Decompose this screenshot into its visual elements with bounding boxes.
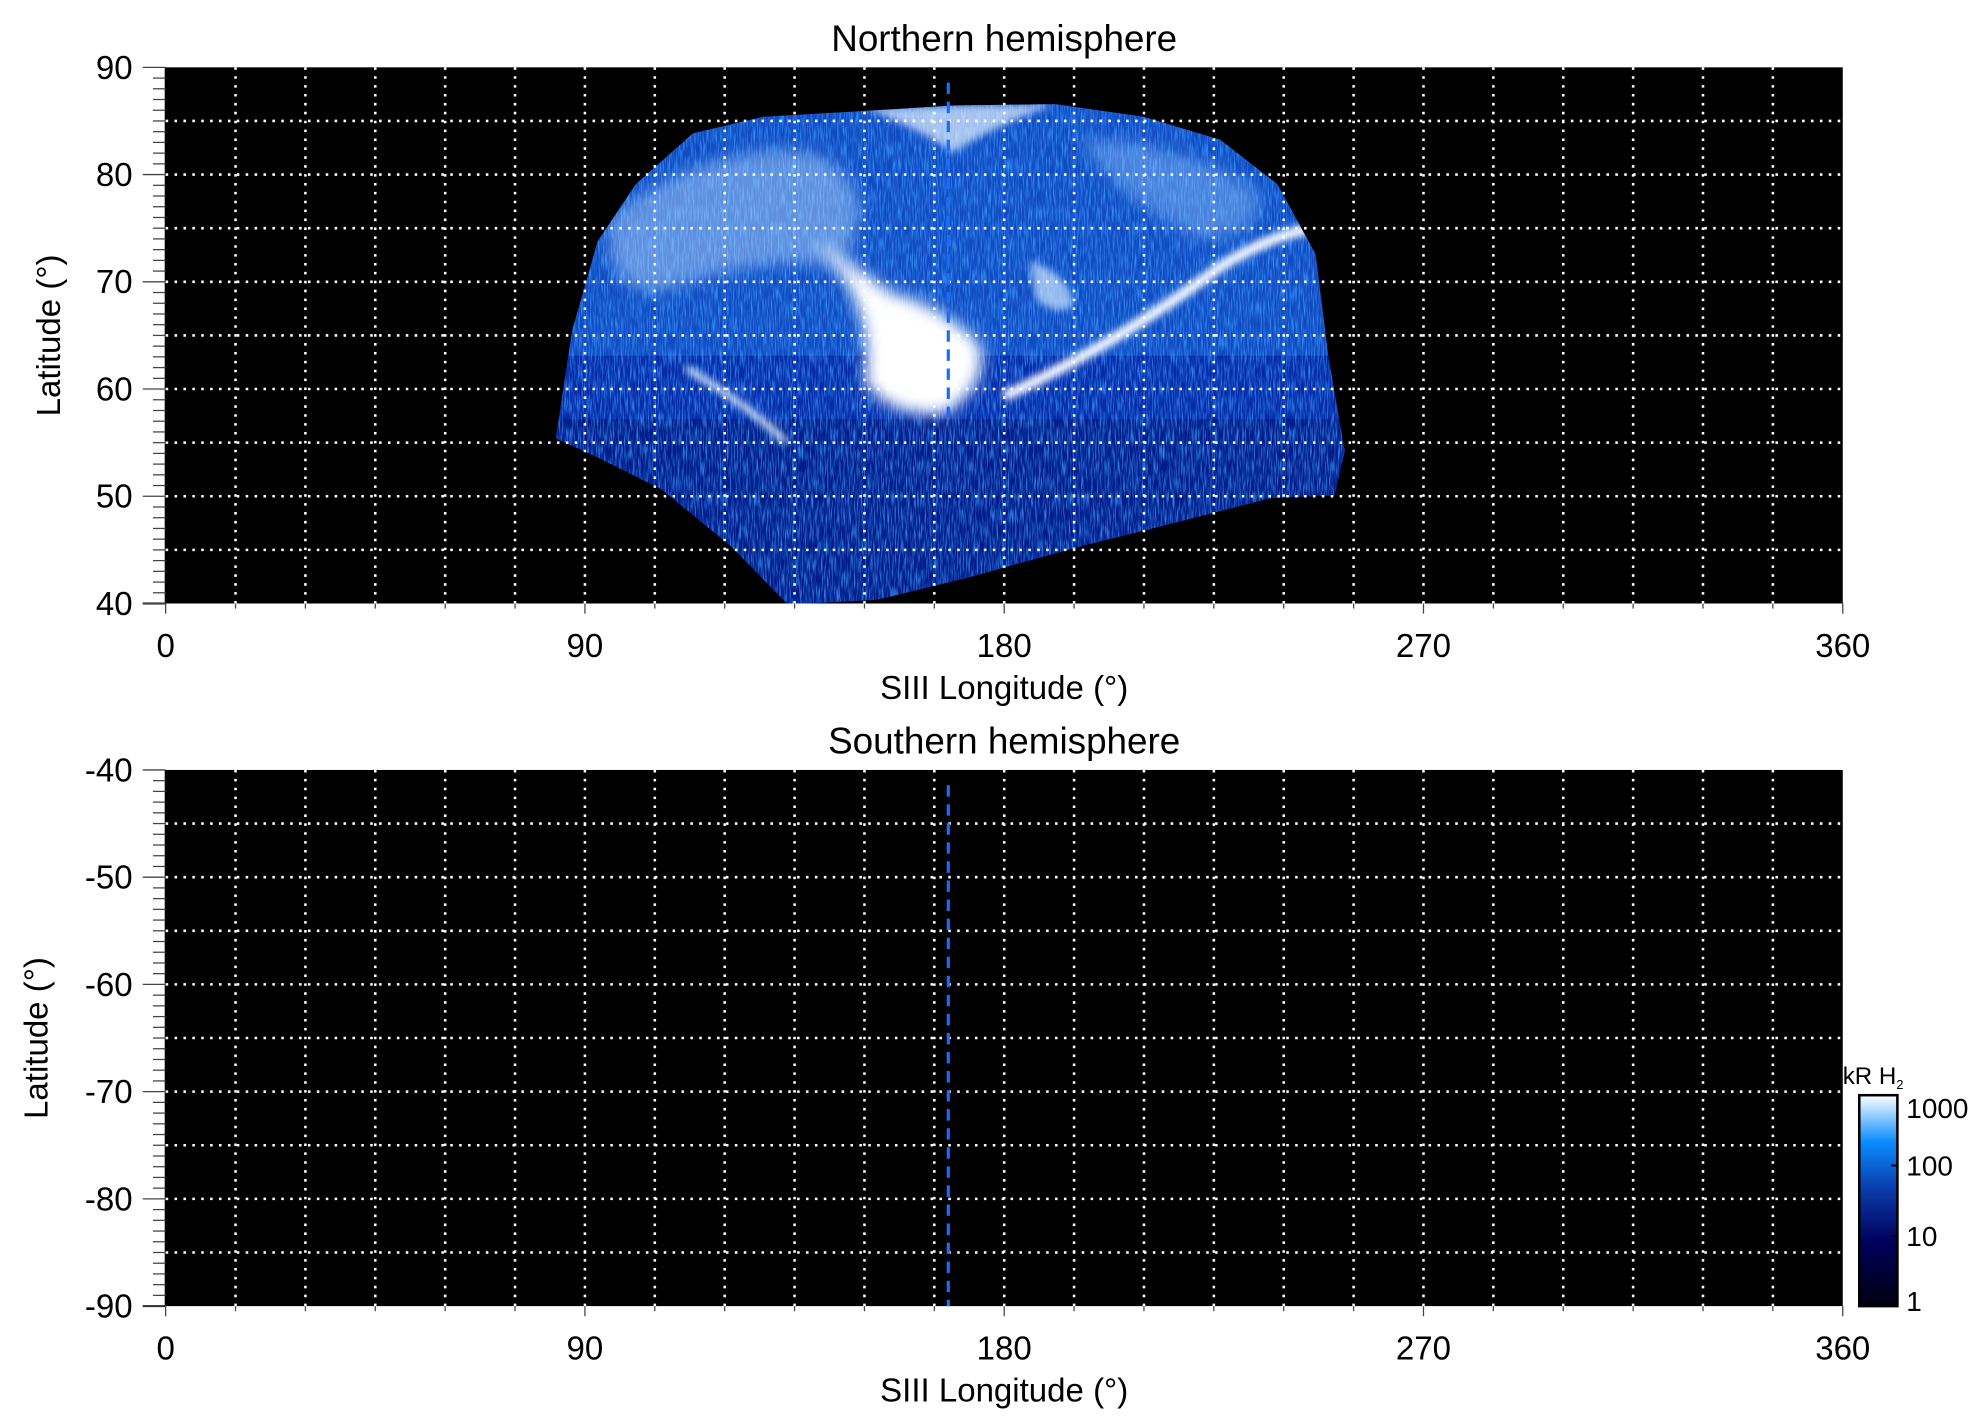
colorbar-tick-label: 10 — [1906, 1221, 1937, 1252]
y-tick-label: -60 — [85, 966, 133, 1003]
colorbar-gradient — [1858, 1093, 1899, 1308]
x-tick-label: 180 — [977, 627, 1032, 664]
x-tick-label: 360 — [1815, 627, 1870, 664]
y-tick-label: 40 — [96, 585, 133, 622]
x-tick-label: 0 — [156, 1329, 174, 1366]
grid — [165, 67, 1843, 604]
x-axis-label: SIII Longitude (°) — [880, 1371, 1128, 1408]
y-tick-label: -40 — [85, 751, 133, 788]
colorbar-label: kR H2 — [1843, 1063, 1904, 1092]
grid — [165, 769, 1843, 1307]
colorbar: kR H2 1000 100 10 1 — [1843, 1063, 1969, 1317]
panel-south: 0 90 180 270 360 -40 -50 -60 -70 -80 -90 Southern h… — [17, 720, 1870, 1408]
y-tick-label: -90 — [85, 1288, 133, 1325]
x-tick-label: 360 — [1815, 1329, 1870, 1366]
x-tick-label: 270 — [1396, 627, 1451, 664]
y-tick-label: 90 — [96, 49, 133, 86]
x-axis-label: SIII Longitude (°) — [880, 669, 1128, 706]
x-tick-label: 180 — [977, 1329, 1032, 1366]
x-tick-label: 90 — [567, 1329, 604, 1366]
y-tick-label: -70 — [85, 1073, 133, 1110]
y-tick-label: 80 — [96, 156, 133, 193]
colorbar-tick-label: 1 — [1906, 1286, 1922, 1317]
x-tick-label: 90 — [567, 627, 604, 664]
y-tick-label: 60 — [96, 370, 133, 407]
y-axis-label: Latitude (°) — [30, 254, 67, 416]
panel-title: Northern hemisphere — [831, 18, 1177, 59]
y-axis-label: Latitude (°) — [17, 957, 54, 1119]
colorbar-tick-label: 1000 — [1906, 1093, 1968, 1124]
colorbar-tick-label: 100 — [1906, 1151, 1953, 1182]
x-tick-label: 270 — [1396, 1329, 1451, 1366]
x-tick-label: 0 — [156, 627, 174, 664]
panel-title: Southern hemisphere — [828, 720, 1180, 761]
y-tick-label: -50 — [85, 859, 133, 896]
y-tick-label: 70 — [96, 263, 133, 300]
y-tick-label: 50 — [96, 478, 133, 515]
y-tick-label: -80 — [85, 1180, 133, 1217]
